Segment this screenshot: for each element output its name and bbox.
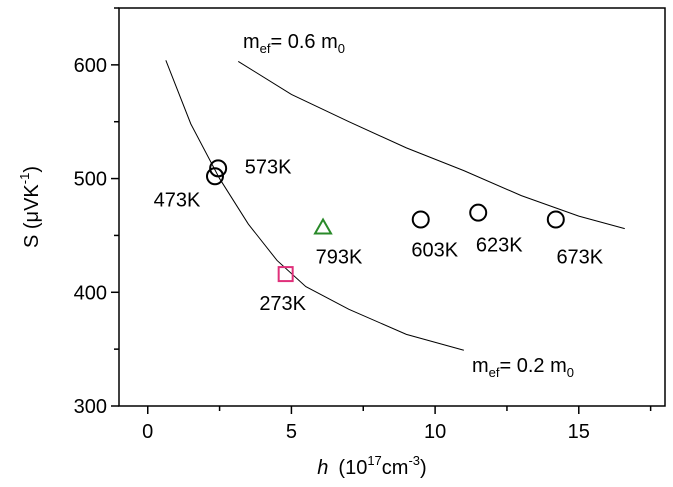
x-tick-label: 10 (424, 421, 446, 443)
point (411, 210, 430, 229)
point (209, 159, 228, 178)
point-label: 473K (154, 189, 201, 211)
point-label: 273K (259, 293, 306, 315)
y-tick-label: 300 (74, 396, 107, 418)
y-tick-label: 600 (74, 55, 107, 77)
x-tick-label: 0 (142, 421, 153, 443)
x-tick-label: 15 (568, 421, 590, 443)
plot-frame (118, 7, 666, 407)
y-tick-label: 400 (74, 282, 107, 304)
point-label: 573K (245, 156, 292, 178)
point (313, 217, 333, 235)
fit-curve (165, 60, 464, 351)
point (277, 266, 294, 283)
point (546, 210, 565, 229)
point (205, 167, 224, 186)
annotation: mef= 0.2 m0 (472, 355, 574, 380)
y-tick-label: 500 (74, 169, 107, 191)
point-label: 793K (316, 246, 363, 268)
point-label: 603K (411, 240, 458, 262)
point-label: 623K (476, 235, 523, 257)
fit-curve (237, 61, 625, 230)
point-label: 673K (556, 247, 603, 269)
point (469, 203, 488, 222)
x-axis-label: h (1017cm-3) (317, 453, 426, 479)
y-axis-label: S (μVK-1) (17, 166, 43, 248)
x-tick-label: 5 (286, 421, 297, 443)
annotation: mef= 0.6 m0 (243, 31, 345, 56)
